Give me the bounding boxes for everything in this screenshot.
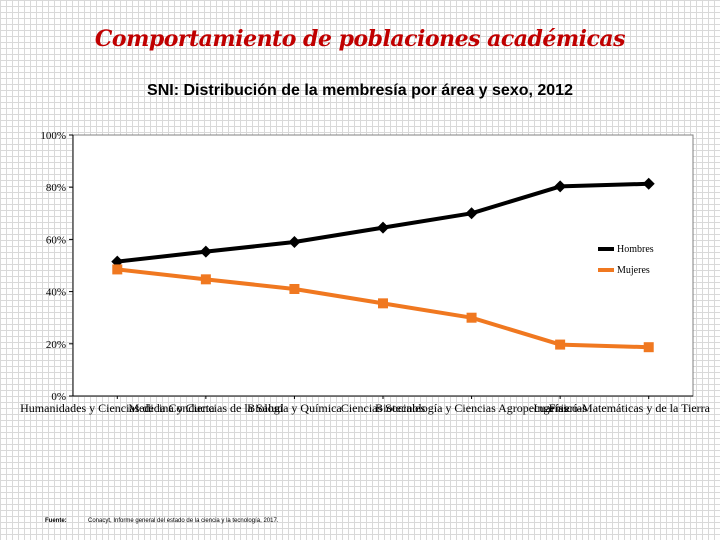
line-chart: 0% 20% 40% 60% 80% 100% Humanidades y Ciencia… [20,130,711,415]
plot-area [72,134,694,397]
chart-title: SNI: Distribución de la membresía por ár… [147,82,573,99]
x-category-label: Ingenierías [533,401,587,415]
data-point-hombres [465,207,478,220]
source-label: Fuente: [45,518,67,524]
data-point-mujeres [643,342,654,353]
data-point-mujeres [378,298,388,309]
y-tick-label: 40% [46,287,66,299]
x-category-label: Ciencias Sociales [341,401,426,415]
source-text: Conacyt, Informe general del estado de l… [88,518,279,524]
data-point-hombres [554,180,567,193]
data-point-mujeres [466,312,477,323]
y-tick-label: 80% [46,182,66,194]
x-category-label: Biotecnología y Ciencias Agropecuarias [375,401,568,415]
x-category-label: Biología y Química [247,401,342,415]
y-tick-label: 100% [40,130,66,142]
y-tick-label: 60% [46,234,66,246]
series-hombres [111,177,655,268]
data-point-hombres [642,177,655,190]
data-point-mujeres [289,283,300,294]
data-point-hombres [199,245,212,258]
data-point-hombres [288,236,301,249]
data-point-hombres [111,255,124,268]
x-category-label: Humanidades y Ciencias de la Conducta [20,401,215,415]
data-point-mujeres [200,274,211,285]
x-category-label: Medicina y Ciencias de la Salud [128,401,283,415]
legend-label-mujeres: Mujeres [617,265,650,276]
data-point-mujeres [112,264,123,275]
x-category-label: Físico-Matemáticas y de la Tierra [549,401,711,415]
y-tick-label: 0% [51,391,66,403]
data-point-hombres [377,221,389,234]
legend-label-hombres: Hombres [617,244,654,255]
series-mujeres [112,264,654,353]
y-tick-label: 20% [46,339,66,351]
data-point-mujeres [555,339,566,350]
slide-title: Comportamiento de poblaciones académicas [94,26,626,52]
